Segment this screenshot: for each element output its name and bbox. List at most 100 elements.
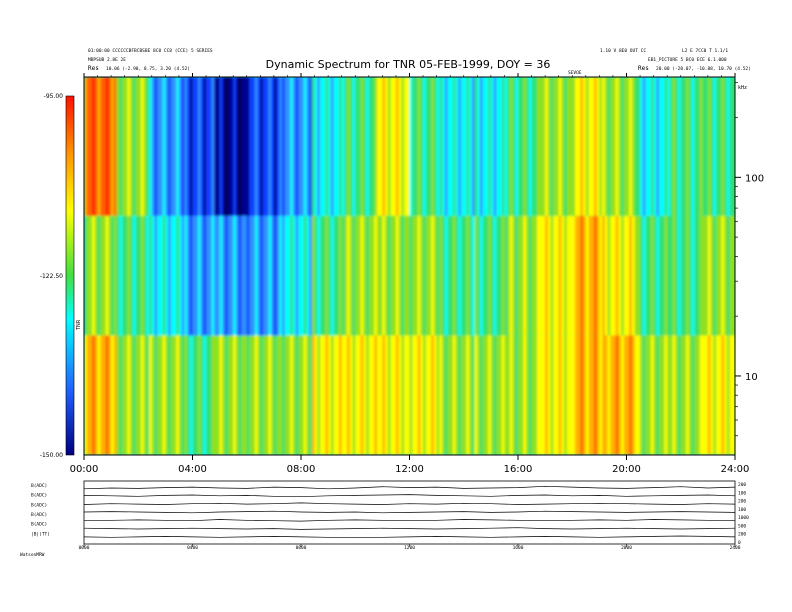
heatmap-cell <box>669 335 674 455</box>
heatmap-cell <box>629 335 633 455</box>
heatmap-cell <box>92 335 96 455</box>
heatmap-cell <box>433 335 438 455</box>
heatmap-cell <box>230 215 234 336</box>
heatmap-cell <box>439 335 443 455</box>
heatmap-cell <box>268 335 272 455</box>
heatmap-cell <box>452 77 457 216</box>
heatmap-cell <box>271 335 275 455</box>
heatmap-cell <box>550 215 554 336</box>
heatmap-cell <box>710 335 714 455</box>
heatmap-cell <box>629 215 633 336</box>
heatmap-cell <box>368 77 373 216</box>
heatmap-cell <box>368 215 373 336</box>
heatmap-cell <box>366 335 370 455</box>
heatmap-cell <box>534 77 538 216</box>
heatmap-cell <box>469 77 473 216</box>
heatmap-cell <box>650 335 655 455</box>
heatmap-cell <box>688 335 693 455</box>
heatmap-cell <box>507 335 511 455</box>
heatmap-cell <box>686 77 690 216</box>
heatmap-cell <box>162 77 166 216</box>
heatmap-cell <box>203 215 207 336</box>
heatmap-cell <box>319 335 324 455</box>
heatmap-cell <box>621 215 625 336</box>
x-tick-label: 24:00 <box>721 464 750 475</box>
heatmap-cell <box>539 77 544 216</box>
heatmap-cell <box>599 77 603 216</box>
heatmap-cell <box>596 335 600 455</box>
heatmap-cell <box>349 335 354 455</box>
heatmap-cell <box>379 215 383 336</box>
heatmap-cell <box>428 335 432 455</box>
heatmap-cell <box>211 335 215 455</box>
heatmap-cell <box>376 335 381 455</box>
heatmap-cell <box>417 215 421 336</box>
heatmap-cell <box>558 335 562 455</box>
heatmap-cell <box>526 77 530 216</box>
heatmap-cell <box>480 215 484 336</box>
y-tick-label: 100 <box>745 173 764 184</box>
heatmap-cell <box>135 215 139 336</box>
heatmap-cell <box>409 215 413 336</box>
heatmap-cell <box>341 215 345 336</box>
heatmap-cell <box>406 215 411 336</box>
heatmap-cell <box>159 215 164 336</box>
heatmap-cell <box>431 77 435 216</box>
heatmap-cell <box>390 215 394 336</box>
heatmap-cell <box>645 77 649 216</box>
heatmap-cell <box>170 215 175 336</box>
heatmap-cell <box>189 77 194 216</box>
heatmap-cell <box>672 77 676 216</box>
heatmap-cell <box>520 77 525 216</box>
heatmap-cell <box>314 335 318 455</box>
heatmap-cell <box>471 77 476 216</box>
heatmap-cell <box>518 215 522 336</box>
heatmap-cell <box>466 77 470 216</box>
heatmap-cell <box>176 77 180 216</box>
heatmap-cell <box>124 335 128 455</box>
heatmap-cell <box>401 335 405 455</box>
heatmap-cell <box>697 335 701 455</box>
heatmap-cell <box>325 215 329 336</box>
heatmap-cell <box>206 335 210 455</box>
heatmap-cell <box>669 77 674 216</box>
heatmap-cell <box>455 77 459 216</box>
heatmap-cell <box>124 215 128 336</box>
heatmap-cell <box>216 215 221 336</box>
heatmap-cell <box>577 77 581 216</box>
heatmap-cell <box>566 335 571 455</box>
heatmap-cell <box>132 215 137 336</box>
heatmap-cell <box>219 215 223 336</box>
heatmap-cell <box>404 215 408 336</box>
heatmap-cell <box>699 215 704 336</box>
heatmap-cell <box>344 215 348 336</box>
heatmap-cell <box>94 77 99 216</box>
heatmap-cell <box>545 77 549 216</box>
heatmap-cell <box>520 335 525 455</box>
heatmap-cell <box>241 77 245 216</box>
heatmap-cell <box>534 335 538 455</box>
heatmap-cell <box>290 335 294 455</box>
lower-x-tick-label: 2400 <box>730 545 741 551</box>
heatmap-cell <box>265 215 270 336</box>
heatmap-cell <box>588 215 592 336</box>
heatmap-cell <box>588 335 592 455</box>
heatmap-cell <box>542 77 546 216</box>
heatmap-cell <box>393 77 397 216</box>
heatmap-cell <box>355 215 359 336</box>
heatmap-cell <box>390 335 394 455</box>
heatmap-cell <box>697 77 701 216</box>
heatmap-cell <box>599 215 603 336</box>
lower-right-label: 100 <box>738 490 746 496</box>
heatmap-cell <box>385 335 389 455</box>
heatmap-cell <box>387 335 392 455</box>
heatmap-cell <box>138 77 142 216</box>
heatmap-cell <box>143 77 147 216</box>
heatmap-cell <box>433 77 438 216</box>
heatmap-cell <box>518 335 522 455</box>
heatmap-cell <box>545 335 549 455</box>
heatmap-cell <box>94 215 99 336</box>
heatmap-cell <box>105 77 110 216</box>
heatmap-cell <box>363 77 367 216</box>
heatmap-cell <box>661 335 666 455</box>
